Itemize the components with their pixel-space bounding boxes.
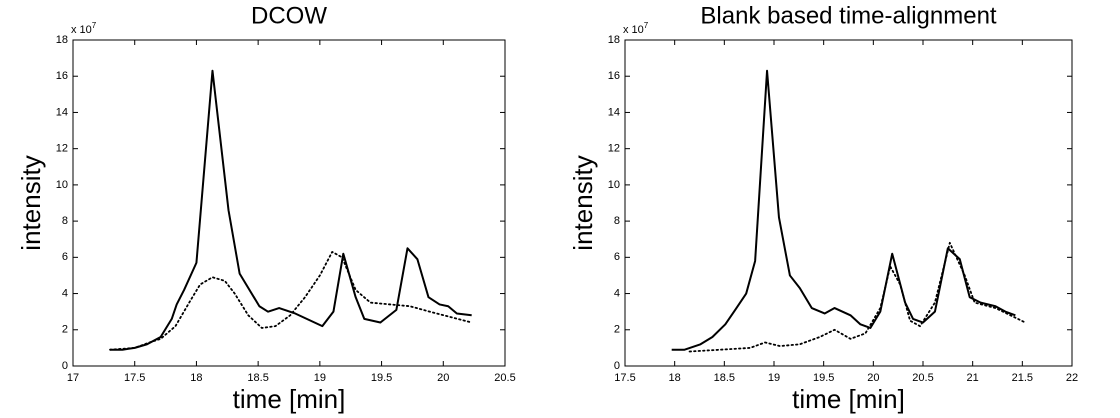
- x-tick-label: 22: [1066, 372, 1078, 384]
- x-tick-label: 18.5: [714, 372, 735, 384]
- data-line: [688, 241, 1027, 353]
- y-tick-label: 0: [62, 360, 68, 372]
- y-tick-label: 10: [56, 179, 68, 191]
- x-tick-label: 19.5: [371, 372, 392, 384]
- y-tick-label: 12: [56, 143, 68, 155]
- y-tick-label: 4: [614, 287, 620, 299]
- y-multiplier: x 107: [623, 21, 649, 36]
- y-multiplier-base: x 10: [623, 24, 644, 36]
- x-tick-label: 20: [867, 372, 879, 384]
- x-axis-label: time [min]: [233, 384, 346, 414]
- x-tick-label: 17: [67, 372, 79, 384]
- y-multiplier-base: x 10: [71, 24, 92, 36]
- y-tick-label: 6: [614, 251, 620, 263]
- x-axis-label: time [min]: [792, 384, 905, 414]
- y-tick-label: 2: [62, 324, 68, 336]
- y-tick-label: 18: [608, 34, 620, 46]
- x-tick-label: 19.5: [813, 372, 834, 384]
- x-tick-label: 20: [437, 372, 449, 384]
- y-multiplier-exponent: 7: [644, 21, 649, 30]
- y-tick-label: 10: [608, 179, 620, 191]
- plot-area: [72, 39, 506, 367]
- y-tick-label: 16: [608, 70, 620, 82]
- y-tick-label: 12: [608, 143, 620, 155]
- y-tick-label: 14: [608, 106, 620, 118]
- x-tick-label: 19: [314, 372, 326, 384]
- y-tick-label: 2: [614, 324, 620, 336]
- x-tick-label: 18.5: [247, 372, 268, 384]
- data-line: [671, 69, 1016, 351]
- x-tick-label: 21.5: [1012, 372, 1033, 384]
- y-tick-label: 6: [62, 251, 68, 263]
- x-tick-label: 18: [669, 372, 681, 384]
- data-line: [110, 69, 472, 351]
- y-tick-label: 4: [62, 287, 68, 299]
- x-tick-label: 17.5: [124, 372, 145, 384]
- x-tick-label: 20.5: [494, 372, 515, 384]
- x-tick-label: 18: [190, 372, 202, 384]
- data-line: [109, 251, 473, 351]
- x-tick-label: 19: [768, 372, 780, 384]
- x-tick-label: 21: [967, 372, 979, 384]
- x-tick-label: 20.5: [912, 372, 933, 384]
- y-axis-label: intensity: [568, 155, 598, 250]
- y-tick-label: 8: [62, 215, 68, 227]
- x-tick-label: 17.5: [614, 372, 635, 384]
- y-tick-label: 14: [56, 106, 68, 118]
- y-tick-label: 16: [56, 70, 68, 82]
- y-multiplier-exponent: 7: [92, 21, 97, 30]
- y-tick-label: 8: [614, 215, 620, 227]
- chart-title: Blank based time-alignment: [700, 2, 996, 29]
- chart-title: DCOW: [251, 2, 327, 29]
- y-tick-label: 0: [614, 360, 620, 372]
- y-axis-label: intensity: [16, 155, 46, 250]
- y-tick-label: 18: [56, 34, 68, 46]
- y-multiplier: x 107: [71, 21, 97, 36]
- plot-area: [624, 39, 1073, 367]
